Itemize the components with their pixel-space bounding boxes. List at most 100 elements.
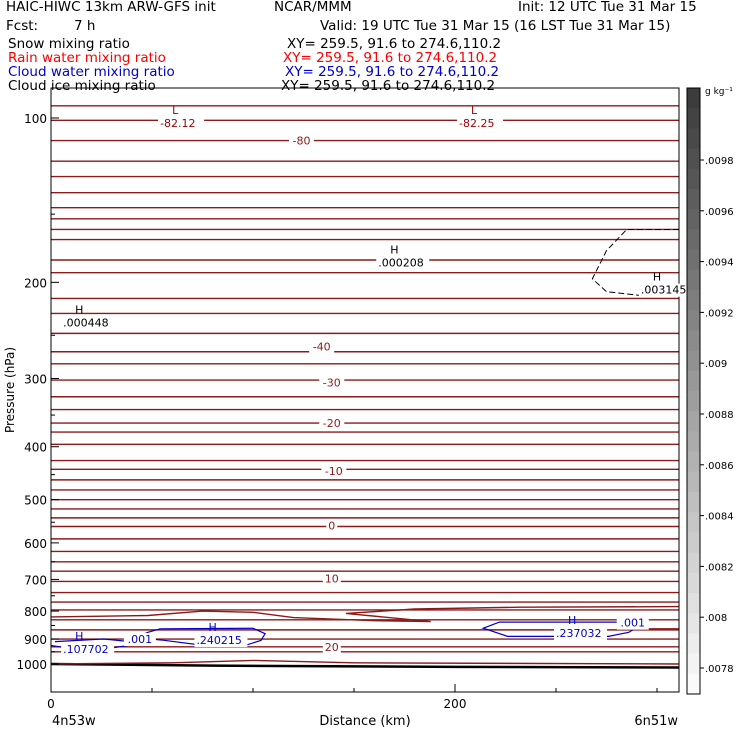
y-tick-label: 600	[24, 537, 47, 551]
cloud-water-label: .001	[128, 633, 153, 646]
extremum-value: .237032	[556, 627, 602, 640]
cloud-water-label: .001	[621, 617, 646, 630]
x-start-location: 4n53w	[52, 714, 96, 729]
cloud-ice-contour	[591, 228, 679, 297]
colorbar-segment	[687, 108, 700, 129]
colorbar-segment	[687, 673, 700, 695]
legend-cloud-ice-name: Cloud ice mixing ratio	[8, 78, 156, 94]
temperature-label-bg	[319, 376, 345, 390]
colorbar-segment	[687, 350, 700, 372]
extremum-value: .003145	[641, 284, 687, 297]
extremum-value: -82.12	[160, 117, 195, 130]
contour-labels: -80-40-30-20-1001020L-82.12L-82.25H.0002…	[61, 104, 692, 657]
extremum-value-bg	[376, 256, 430, 270]
legend-cloud-ice-xy: XY= 259.5, 91.6 to 274.6,110.2	[281, 78, 496, 94]
extremum-value-bg	[457, 117, 504, 130]
extremum-mark: H	[568, 614, 576, 627]
colorbar-segment	[687, 249, 700, 271]
y-tick-label: 700	[24, 573, 47, 587]
legend-rain-name: Rain water mixing ratio	[8, 50, 166, 66]
colorbar-segment	[687, 168, 700, 190]
temperature-contour-wavy	[50, 605, 680, 623]
colorbar-segment	[687, 633, 700, 655]
extremum-mark: L	[172, 104, 179, 117]
colorbar-tick-label: .0096	[705, 207, 734, 218]
colorbar-segment	[687, 88, 700, 109]
extremum-value-bg	[61, 643, 115, 657]
temperature-label-bg	[321, 464, 347, 478]
x-tick-label: 0	[47, 697, 55, 711]
y-tick-label: 800	[24, 605, 47, 619]
temperature-label-bg	[322, 640, 341, 654]
colorbar-tick-label: .0088	[705, 410, 734, 421]
cloud-water-contour	[133, 627, 266, 647]
y-tick-label: 400	[24, 441, 47, 455]
temperature-label: -30	[323, 376, 341, 389]
extremum-mark: H	[390, 243, 398, 256]
extremum-value: .240215	[196, 634, 242, 647]
legend-snow-name: Snow mixing ratio	[8, 36, 130, 52]
x-end-location: 6n51w	[634, 714, 678, 729]
extremum-value: .000448	[63, 317, 108, 330]
extremum-value-bg	[61, 316, 115, 330]
y-tick-label: 100	[24, 112, 47, 126]
extremum-value-bg	[194, 634, 248, 648]
colorbar-segment	[687, 492, 700, 513]
cloud-ice-contour	[591, 228, 679, 297]
x-tick-label: 200	[444, 697, 467, 711]
extremum-value-bg	[554, 627, 607, 641]
colorbar-segment	[687, 512, 700, 533]
extremum-mark: H	[653, 271, 661, 284]
cloud-water-label-bg	[616, 616, 649, 630]
temperature-label: -20	[323, 417, 341, 430]
colorbar-tick-label: .0078	[705, 664, 734, 675]
temperature-label-bg	[319, 417, 345, 431]
colorbar-segment	[687, 330, 700, 352]
colorbar-tick-label: .0082	[705, 562, 734, 573]
temperature-label: -80	[292, 135, 310, 148]
colorbar-tick-label: .008	[705, 613, 727, 624]
y-tick-label: 900	[24, 633, 47, 647]
colorbar-segment	[687, 290, 700, 311]
extremum-value: .107702	[63, 643, 108, 656]
extremum-value-bg	[158, 117, 205, 130]
legend-cloud-water-name: Cloud water mixing ratio	[8, 64, 175, 80]
colorbar-tick-label: .0084	[705, 512, 734, 523]
header-title: HAIC-HIWC 13km ARW-GFS init	[6, 0, 216, 15]
colorbar-tick-label: .009	[705, 359, 727, 370]
extremum-mark: H	[75, 304, 83, 317]
colorbar-unit: g kg⁻¹	[705, 87, 733, 97]
y-tick-label: 200	[24, 276, 47, 290]
temperature-label: -10	[325, 465, 343, 478]
colorbar-segment	[687, 593, 700, 614]
colorbar-segment	[687, 572, 700, 594]
temperature-label-bg	[326, 519, 338, 533]
temperature-label: -40	[313, 340, 331, 353]
header-init: Init: 12 UTC Tue 31 Mar 15	[518, 0, 697, 15]
temperature-label-bg	[309, 340, 335, 354]
extremum-mark: L	[471, 104, 478, 117]
temperature-label-bg	[322, 572, 341, 586]
colorbar-segment	[687, 431, 700, 453]
colorbar-segment	[687, 391, 700, 412]
cloud-water-label-bg	[123, 633, 156, 647]
extremum-mark: H	[75, 630, 83, 643]
temperature-label: 0	[328, 520, 335, 533]
y-tick-label: 500	[24, 494, 47, 508]
header-fcst-value: 7 h	[74, 18, 96, 34]
colorbar-segment	[687, 128, 700, 150]
temperature-label: 20	[325, 641, 339, 654]
y-axis-title: Pressure (hPa)	[3, 347, 17, 433]
y-tick-label: 300	[24, 373, 47, 387]
colorbar-segment	[687, 229, 700, 251]
colorbar-segment	[687, 471, 700, 493]
legend-snow-xy: XY= 259.5, 91.6 to 274.6,110.2	[287, 36, 502, 52]
header-fcst-label: Fcst:	[6, 18, 39, 34]
colorbar-segment	[687, 653, 700, 675]
extremum-value-bg	[638, 283, 692, 297]
temperature-contours	[50, 105, 680, 669]
colorbar-tick-label: .0086	[705, 461, 734, 472]
colorbar-segment	[687, 370, 700, 392]
